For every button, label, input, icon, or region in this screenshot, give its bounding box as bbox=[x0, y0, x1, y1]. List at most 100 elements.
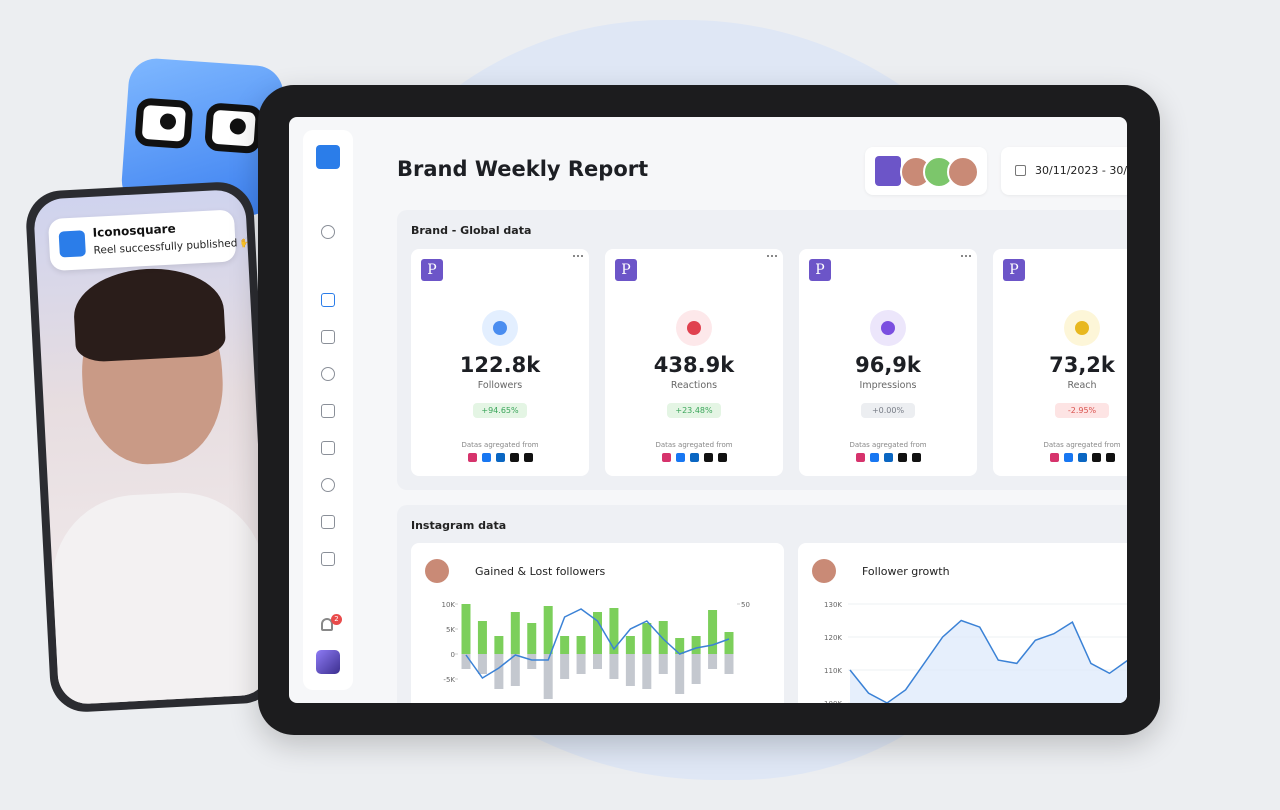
menu-dots[interactable] bbox=[573, 255, 583, 260]
bar bbox=[691, 636, 701, 654]
y-tick-label: -5K bbox=[443, 676, 455, 684]
bar bbox=[642, 654, 652, 689]
source-label: Datas agregated from bbox=[655, 441, 733, 449]
nav-icon[interactable] bbox=[321, 330, 335, 344]
social-icon bbox=[690, 453, 699, 462]
bar bbox=[543, 606, 553, 654]
account-avatar bbox=[812, 559, 836, 583]
nav-icon[interactable] bbox=[321, 293, 335, 307]
bar bbox=[494, 654, 504, 689]
nav-icon[interactable] bbox=[321, 478, 335, 492]
section-title: Instagram data bbox=[411, 519, 507, 532]
date-picker[interactable]: 30/11/2023 - 30/12/2 bbox=[1001, 147, 1127, 195]
metric-change: +0.00% bbox=[861, 403, 915, 418]
bar bbox=[560, 654, 570, 679]
social-icon bbox=[662, 453, 671, 462]
bell-icon[interactable] bbox=[321, 618, 333, 631]
bar bbox=[724, 632, 734, 654]
notification-message: Reel successfully published 🙌 bbox=[93, 236, 255, 257]
y-tick-label: 5K bbox=[446, 626, 455, 634]
social-icon bbox=[468, 453, 477, 462]
social-icon bbox=[856, 453, 865, 462]
chart-title: Gained & Lost followers bbox=[475, 565, 606, 578]
photo-hair bbox=[71, 265, 227, 363]
instagram-panel: Instagram data Gained & Lost followers 10… bbox=[397, 505, 1127, 703]
bar bbox=[609, 608, 619, 654]
bar bbox=[510, 612, 520, 654]
metric-label: Impressions bbox=[859, 380, 917, 391]
y-tick-label: 0 bbox=[451, 651, 455, 659]
nav-icon[interactable] bbox=[321, 441, 335, 455]
social-icon bbox=[1106, 453, 1115, 462]
source-label: Datas agregated from bbox=[461, 441, 539, 449]
metric-icon-glyph bbox=[881, 321, 895, 335]
y-tick-label: 110K bbox=[824, 667, 842, 675]
bar bbox=[708, 654, 718, 669]
social-icon bbox=[482, 453, 491, 462]
phone: Iconosquare Reel successfully published … bbox=[24, 180, 280, 714]
bar bbox=[625, 654, 635, 686]
social-icon bbox=[1064, 453, 1073, 462]
nav-icon[interactable] bbox=[321, 515, 335, 529]
social-icon bbox=[1092, 453, 1101, 462]
metric-card: P 438.9k Reactions +23.48% Datas agregated f… bbox=[605, 249, 783, 476]
metric-change: +94.65% bbox=[473, 403, 527, 418]
bar bbox=[593, 654, 602, 669]
bar bbox=[477, 621, 487, 654]
tablet-screen: 2 Brand Weekly Report 30/11/2023 - 30/12… bbox=[289, 117, 1127, 703]
bar bbox=[560, 636, 570, 654]
bar bbox=[625, 636, 635, 654]
metric-icon-glyph bbox=[1075, 321, 1089, 335]
bar bbox=[658, 621, 668, 654]
bar bbox=[510, 654, 520, 686]
brand-avatar: P bbox=[1003, 259, 1025, 281]
metric-value: 96,9k bbox=[855, 353, 921, 377]
social-icon bbox=[884, 453, 893, 462]
bar bbox=[593, 612, 602, 654]
social-icon bbox=[870, 453, 879, 462]
social-icon bbox=[718, 453, 727, 462]
menu-dots[interactable] bbox=[767, 255, 777, 260]
bar bbox=[642, 623, 652, 654]
bar bbox=[461, 654, 471, 669]
y-tick-label: 10K bbox=[442, 601, 456, 609]
sidebar: 2 bbox=[303, 130, 353, 690]
nav-icon[interactable] bbox=[321, 367, 335, 381]
social-icon bbox=[898, 453, 907, 462]
nav-icon[interactable] bbox=[321, 225, 335, 239]
bar bbox=[477, 654, 487, 674]
notification[interactable]: Iconosquare Reel successfully published … bbox=[47, 209, 254, 272]
page-title: Brand Weekly Report bbox=[397, 157, 649, 181]
notification-badge: 2 bbox=[331, 614, 342, 625]
social-icon bbox=[912, 453, 921, 462]
metric-card: P 96,9k Impressions +0.00% Datas agregated f… bbox=[799, 249, 977, 476]
bar bbox=[527, 654, 537, 669]
account-selector[interactable] bbox=[865, 147, 987, 195]
source-label: Datas agregated from bbox=[1043, 441, 1121, 449]
photo-sweater bbox=[48, 488, 272, 706]
bar bbox=[724, 654, 734, 674]
social-icon bbox=[676, 453, 685, 462]
chart-card: Gained & Lost followers 10K 5K 0 -5K 50 bbox=[411, 543, 784, 703]
user-avatar[interactable] bbox=[316, 650, 340, 674]
social-icon bbox=[510, 453, 519, 462]
y-tick-label: 120K bbox=[824, 634, 842, 642]
nav-icon[interactable] bbox=[321, 404, 335, 418]
bar bbox=[576, 654, 586, 674]
social-icon bbox=[496, 453, 505, 462]
nav-icon[interactable] bbox=[321, 552, 335, 566]
bar bbox=[494, 636, 504, 654]
brand-avatar: P bbox=[421, 259, 443, 281]
mascot-glasses bbox=[134, 97, 267, 156]
metric-value: 73,2k bbox=[1049, 353, 1115, 377]
logo[interactable] bbox=[316, 145, 340, 169]
metric-icon-glyph bbox=[687, 321, 701, 335]
bar bbox=[658, 654, 668, 674]
metric-value: 438.9k bbox=[653, 353, 735, 377]
chart: 10K 5K 0 -5K 50 bbox=[442, 601, 750, 699]
menu-dots[interactable] bbox=[961, 255, 971, 260]
source-label: Datas agregated from bbox=[849, 441, 927, 449]
y-tick-label: 130K bbox=[824, 601, 842, 609]
app-logo bbox=[58, 230, 86, 258]
